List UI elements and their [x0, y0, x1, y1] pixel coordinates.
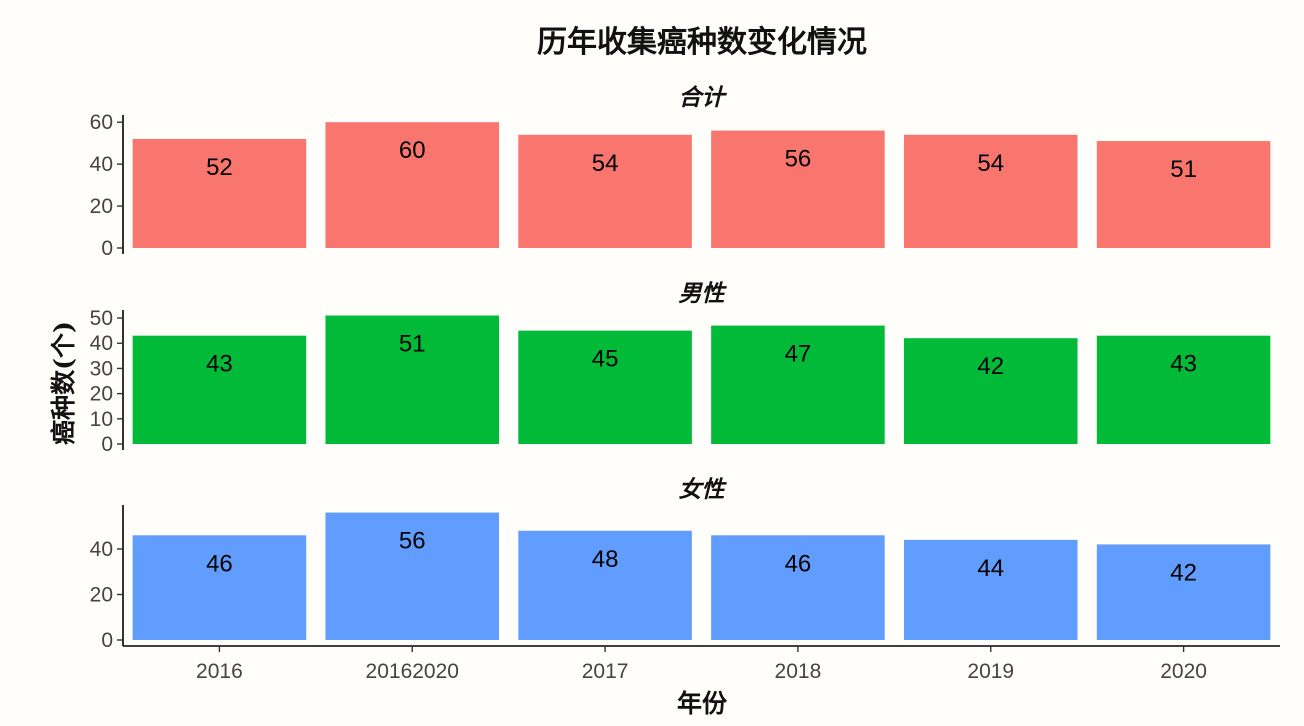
bar-0-4	[903, 134, 1078, 248]
y-axis-title: 癌种数(个)	[49, 321, 78, 445]
bar-1-1	[325, 315, 500, 444]
y-tick-label: 20	[90, 383, 113, 406]
data-label: 46	[785, 550, 812, 577]
y-tick-label: 0	[101, 237, 113, 260]
data-label: 43	[1170, 351, 1197, 378]
facet-title: 女性	[679, 476, 728, 503]
facet-title: 合计	[679, 84, 728, 111]
bar-0-0	[132, 138, 307, 248]
y-tick-label: 10	[90, 408, 113, 431]
data-label: 51	[1170, 156, 1197, 183]
y-tick-label: 40	[90, 332, 113, 355]
data-label: 56	[399, 528, 426, 555]
bar-2-1	[325, 512, 500, 640]
data-label: 42	[1170, 559, 1197, 586]
data-label: 60	[399, 137, 426, 164]
bar-1-5	[1096, 335, 1271, 444]
x-tick-label: 20162020	[366, 660, 459, 683]
x-tick-label: 2016	[196, 660, 243, 683]
x-tick-label: 2017	[582, 660, 629, 683]
data-label: 42	[977, 353, 1004, 380]
bar-1-2	[518, 330, 692, 444]
x-tick-label: 2020	[1160, 660, 1207, 683]
y-tick-label: 60	[90, 111, 113, 134]
y-tick-label: 40	[90, 538, 113, 561]
x-axis-title: 年份	[677, 689, 727, 718]
data-label: 45	[592, 346, 619, 373]
bar-1-3	[711, 325, 885, 444]
data-label: 43	[206, 351, 233, 378]
data-label: 52	[206, 154, 233, 181]
data-label: 54	[592, 150, 619, 177]
x-tick-label: 2019	[967, 660, 1014, 683]
bar-2-4	[903, 539, 1078, 640]
bar-0-1	[325, 122, 500, 248]
y-tick-label: 20	[90, 583, 113, 606]
bar-0-2	[518, 134, 692, 248]
bar-2-3	[711, 535, 885, 640]
data-label: 44	[977, 555, 1004, 582]
data-label: 47	[785, 341, 812, 368]
data-label: 54	[977, 150, 1004, 177]
bar-0-3	[711, 130, 885, 248]
bar-1-4	[903, 338, 1078, 444]
data-label: 56	[785, 146, 812, 173]
y-tick-label: 0	[101, 629, 113, 652]
y-tick-label: 0	[101, 433, 113, 456]
chart-title: 历年收集癌种数变化情况	[537, 25, 867, 60]
data-label: 51	[399, 331, 426, 358]
data-label: 48	[592, 546, 619, 573]
bar-0-5	[1096, 141, 1271, 248]
bar-2-2	[518, 530, 692, 640]
y-tick-label: 40	[90, 153, 113, 176]
bar-1-0	[132, 335, 307, 444]
bar-2-5	[1096, 544, 1271, 640]
bar-2-0	[132, 535, 307, 640]
y-tick-label: 30	[90, 357, 113, 380]
data-label: 46	[206, 550, 233, 577]
y-tick-label: 50	[90, 307, 113, 330]
facet-title: 男性	[679, 280, 728, 307]
x-tick-label: 2018	[775, 660, 822, 683]
y-tick-label: 20	[90, 195, 113, 218]
